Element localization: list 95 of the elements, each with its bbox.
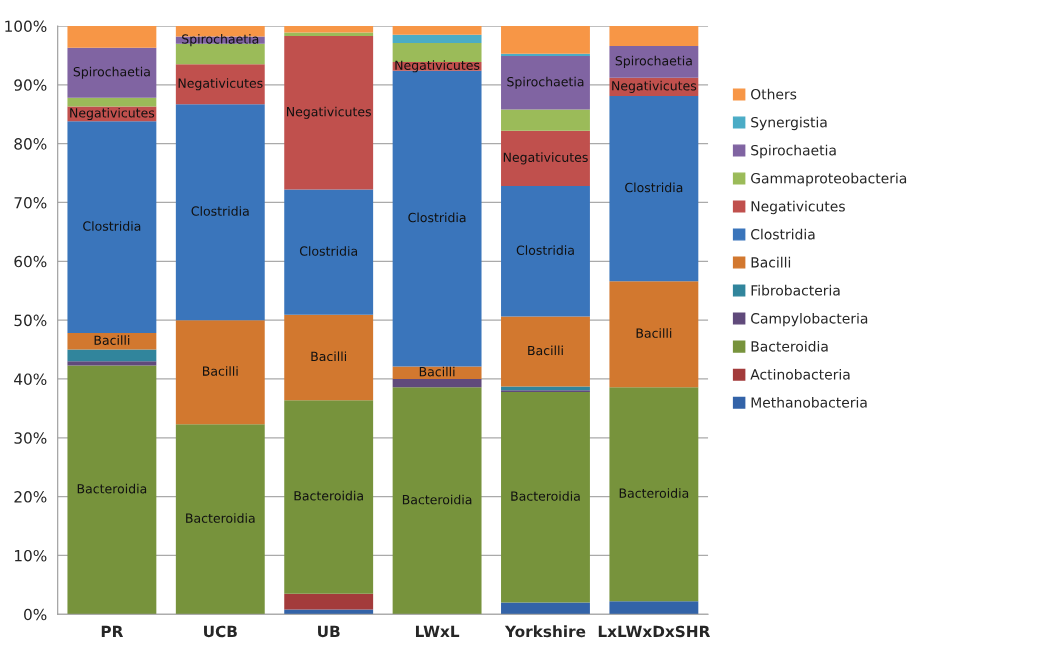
legend-label: Clostridia: [751, 228, 815, 240]
bar: [609, 26, 699, 46]
data-label: Spirochaetia: [182, 34, 259, 47]
legend-label: Actinobacteria: [750, 368, 850, 380]
bar: [501, 316, 590, 387]
y-tick-label: 80%: [14, 138, 47, 150]
bar: [501, 391, 590, 603]
bar: [284, 400, 374, 594]
data-label: Bacteroidia: [619, 488, 689, 498]
bar: [175, 104, 265, 321]
data-label: Negativicutes: [287, 106, 371, 119]
y-tick-label: 40%: [14, 373, 47, 385]
legend-label: Synergistia: [751, 116, 827, 131]
bar: [609, 601, 699, 615]
bar: [501, 109, 590, 131]
bar: [392, 378, 482, 388]
data-label: Clostridia: [625, 182, 683, 193]
y-tick-label: 10%: [15, 549, 47, 562]
y-tick-label: 0%: [24, 608, 47, 621]
legend-label: Campylobacteria: [751, 312, 868, 327]
data-label: Negativicutes: [503, 152, 588, 165]
data-label: Clostridia: [408, 212, 466, 223]
bar: [175, 64, 265, 105]
legend-label: Fibrobacteria: [751, 284, 840, 296]
x-tick-label: LWxL: [415, 625, 460, 637]
bar: [67, 349, 157, 362]
bar: [609, 96, 699, 282]
legend-label: Bacilli: [751, 256, 791, 268]
data-label: Negativicutes: [178, 78, 263, 91]
bar: [67, 97, 157, 107]
data-label: Clostridia: [191, 206, 249, 216]
bar: [284, 26, 374, 33]
data-label: Bacilli: [419, 366, 455, 377]
x-tick-label: LxLWxDxSHR: [598, 625, 711, 638]
x-tick-label: PR: [101, 625, 124, 637]
legend-label: Gammaproteobacteria: [751, 172, 907, 187]
data-label: Clostridia: [516, 245, 574, 255]
bar: [67, 333, 157, 350]
bar: [609, 281, 699, 388]
data-label: Bacteroidia: [294, 490, 363, 501]
bar: [284, 32, 374, 36]
bar: [67, 361, 157, 366]
data-label: Clostridia: [299, 246, 358, 256]
bar: [392, 34, 482, 44]
data-label: Bacilli: [311, 351, 347, 362]
x-tick-label: UCB: [204, 625, 237, 638]
bar: [284, 36, 374, 190]
y-tick-label: 30%: [14, 432, 47, 444]
y-tick-label: 100%: [5, 20, 47, 33]
y-tick-label: 70%: [14, 196, 47, 209]
data-label: Spirochaetia: [507, 76, 584, 89]
bar: [284, 189, 374, 315]
bar: [501, 186, 590, 317]
data-label: Bacteroidia: [77, 483, 147, 494]
bar: [501, 130, 590, 186]
y-tick-label: 50%: [14, 314, 47, 327]
y-tick-label: 20%: [14, 491, 47, 503]
data-label: Bacilli: [94, 335, 130, 345]
x-tick-label: Yorkshire: [504, 625, 586, 638]
bar: [609, 46, 699, 78]
data-label: Clostridia: [83, 221, 141, 231]
bar: [67, 121, 157, 334]
x-tick-label: UB: [318, 625, 340, 638]
bar: [392, 387, 482, 615]
bar: [284, 314, 374, 401]
data-label: Bacteroidia: [186, 513, 255, 523]
bar: [609, 387, 699, 602]
data-label: Negativicutes: [612, 80, 697, 93]
data-label: Bacteroidia: [402, 494, 472, 505]
bar: [67, 26, 157, 48]
legend-label: Spirochaetia: [751, 144, 836, 159]
data-label: Bacilli: [636, 328, 672, 338]
data-label: Bacilli: [528, 345, 563, 356]
legend-label: Methanobacteria: [751, 396, 867, 408]
data-label: Bacilli: [203, 366, 238, 376]
data-label: Bacteroidia: [511, 491, 580, 501]
bar: [392, 43, 482, 62]
legend-label: Negativicutes: [751, 200, 845, 215]
data-label: Negativicutes: [70, 107, 155, 120]
y-tick-label: 60%: [14, 255, 47, 268]
data-label: Spirochaetia: [615, 55, 692, 68]
bar: [501, 602, 590, 615]
legend-label: Bacteroidia: [751, 340, 828, 352]
bar: [501, 56, 590, 110]
data-label: Spirochaetia: [73, 66, 150, 79]
bar: [67, 47, 157, 98]
bar: [175, 320, 265, 425]
bar: [67, 365, 157, 615]
bar: [175, 424, 265, 615]
bar: [501, 26, 590, 54]
bar: [284, 593, 374, 610]
data-label: Negativicutes: [395, 60, 480, 73]
y-tick-label: 90%: [14, 79, 47, 91]
bar: [392, 26, 482, 35]
legend-label: Others: [751, 88, 797, 100]
